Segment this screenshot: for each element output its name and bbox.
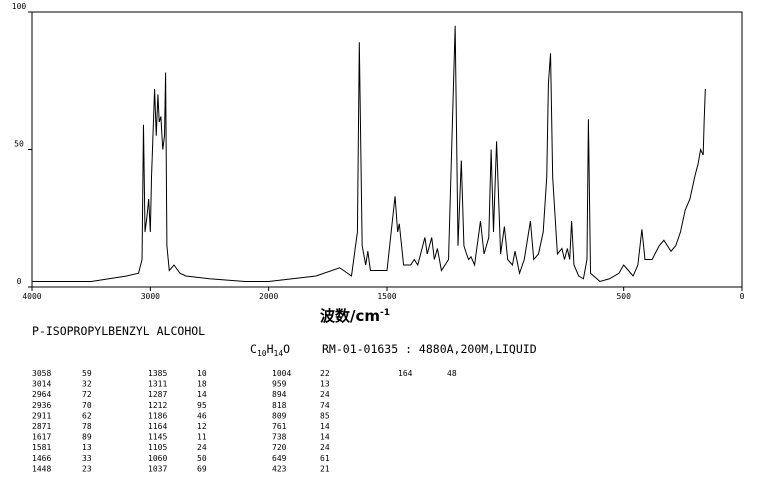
peak-wavenumber: 164	[398, 369, 413, 378]
peak-intensity: 74	[320, 401, 330, 410]
peak-intensity: 13	[320, 380, 330, 389]
peak-intensity: 62	[82, 411, 92, 420]
y-tick-label: 0	[17, 277, 22, 286]
peak-intensity: 59	[82, 369, 92, 378]
x-tick-label: 3000	[141, 292, 160, 301]
peak-wavenumber: 818	[272, 401, 287, 410]
formula: C10​H14​O	[250, 342, 290, 358]
x-tick-label: 0	[740, 292, 745, 301]
x-axis-label: 波数/cm-1​	[320, 307, 390, 325]
peak-wavenumber: 2936	[32, 401, 51, 410]
peak-intensity: 95	[197, 401, 207, 410]
peak-wavenumber: 1145	[148, 433, 167, 442]
peak-wavenumber: 809	[272, 411, 287, 420]
peak-wavenumber: 3014	[32, 380, 51, 389]
peak-intensity: 23	[82, 464, 92, 473]
peak-wavenumber: 2911	[32, 411, 51, 420]
peak-wavenumber: 738	[272, 433, 287, 442]
peak-wavenumber: 1466	[32, 454, 51, 463]
x-tick-label: 4000	[22, 292, 41, 301]
peak-wavenumber: 894	[272, 390, 287, 399]
peak-intensity: 22	[320, 369, 330, 378]
peak-wavenumber: 1212	[148, 401, 167, 410]
peak-intensity: 14	[320, 422, 330, 431]
peak-intensity: 46	[197, 411, 207, 420]
peak-intensity: 13	[82, 443, 92, 452]
peak-intensity: 89	[82, 433, 92, 442]
peak-intensity: 50	[197, 454, 207, 463]
peak-intensity: 10	[197, 369, 207, 378]
peak-intensity: 18	[197, 380, 207, 389]
peak-wavenumber: 1581	[32, 443, 51, 452]
peak-intensity: 11	[197, 433, 207, 442]
peak-intensity: 69	[197, 464, 207, 473]
peak-wavenumber: 1004	[272, 369, 291, 378]
y-tick-label: 50	[14, 140, 24, 149]
x-tick-label: 500	[616, 292, 631, 301]
peak-wavenumber: 1060	[148, 454, 167, 463]
peak-intensity: 33	[82, 454, 92, 463]
peak-intensity: 70	[82, 401, 92, 410]
peak-intensity: 48	[447, 369, 457, 378]
compound-name: P-ISOPROPYLBENZYL ALCOHOL	[32, 324, 205, 338]
peak-wavenumber: 959	[272, 380, 287, 389]
peak-wavenumber: 1617	[32, 433, 51, 442]
peak-wavenumber: 720	[272, 443, 287, 452]
peak-wavenumber: 1186	[148, 411, 167, 420]
peak-intensity: 14	[320, 433, 330, 442]
peak-intensity: 72	[82, 390, 92, 399]
peak-intensity: 78	[82, 422, 92, 431]
plot-frame	[31, 11, 743, 288]
sample-info: RM-01-01635 : 4880A,200M,LIQUID	[322, 342, 537, 356]
peak-wavenumber: 649	[272, 454, 287, 463]
x-tick-label: 2000	[259, 292, 278, 301]
spectrum-line	[32, 25, 706, 283]
peak-intensity: 24	[197, 443, 207, 452]
peak-wavenumber: 1311	[148, 380, 167, 389]
peak-intensity: 21	[320, 464, 330, 473]
peak-intensity: 12	[197, 422, 207, 431]
peak-wavenumber: 1164	[148, 422, 167, 431]
peak-wavenumber: 1037	[148, 464, 167, 473]
peak-wavenumber: 1287	[148, 390, 167, 399]
peak-wavenumber: 423	[272, 464, 287, 473]
peak-wavenumber: 1448	[32, 464, 51, 473]
y-tick-label: 100	[12, 2, 27, 11]
peak-intensity: 85	[320, 411, 330, 420]
peak-intensity: 32	[82, 380, 92, 389]
peak-intensity: 24	[320, 443, 330, 452]
peak-wavenumber: 1105	[148, 443, 167, 452]
peak-intensity: 24	[320, 390, 330, 399]
peak-wavenumber: 2964	[32, 390, 51, 399]
peak-wavenumber: 1385	[148, 369, 167, 378]
x-tick-label: 1500	[377, 292, 396, 301]
peak-intensity: 61	[320, 454, 330, 463]
peak-wavenumber: 761	[272, 422, 287, 431]
peak-intensity: 14	[197, 390, 207, 399]
peak-wavenumber: 3058	[32, 369, 51, 378]
peak-wavenumber: 2871	[32, 422, 51, 431]
